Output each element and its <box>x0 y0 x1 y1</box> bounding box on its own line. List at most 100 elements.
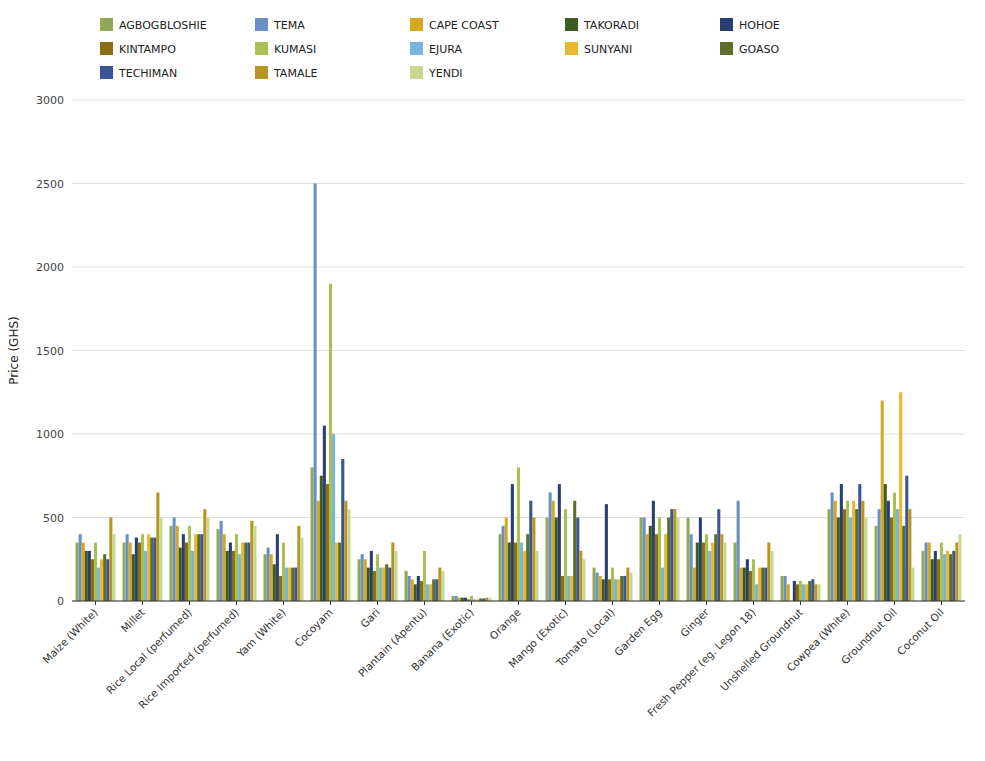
bar <box>270 554 273 601</box>
x-tick <box>142 601 143 605</box>
bar <box>132 554 135 601</box>
grid-line <box>72 100 965 101</box>
bar <box>796 584 799 601</box>
bar <box>890 518 893 602</box>
legend-swatch <box>410 18 423 31</box>
legend-label: HOHOE <box>739 19 780 32</box>
bar <box>297 526 300 601</box>
bar <box>652 501 655 601</box>
bar <box>502 526 505 601</box>
bar <box>461 598 464 601</box>
bar <box>217 529 220 601</box>
bar <box>896 509 899 601</box>
legend-swatch <box>565 42 578 55</box>
bar <box>958 534 961 601</box>
bar <box>364 559 367 601</box>
bar <box>200 534 203 601</box>
bar <box>855 509 858 601</box>
bar <box>250 521 253 601</box>
bar <box>655 534 658 601</box>
bar <box>376 554 379 601</box>
x-tick <box>95 601 96 605</box>
bar <box>179 548 182 601</box>
x-tick-label: Garden Egg <box>612 606 664 658</box>
bar <box>626 568 629 601</box>
bar <box>949 554 952 601</box>
bar <box>708 551 711 601</box>
y-tick-label: 1000 <box>36 428 64 441</box>
bar <box>602 579 605 601</box>
bar <box>749 571 752 601</box>
x-tick-label: Cowpea (White) <box>784 606 852 674</box>
legend-label: KUMASI <box>274 43 316 56</box>
y-tick-label: 1500 <box>36 345 64 358</box>
bar <box>197 534 200 601</box>
bar <box>737 501 740 601</box>
bar <box>85 551 88 601</box>
bar <box>828 509 831 601</box>
bar <box>276 534 279 601</box>
x-tick-label: Groundnut Oil <box>838 606 898 666</box>
bar <box>664 534 667 601</box>
bar <box>100 559 103 601</box>
bar <box>734 543 737 601</box>
bar <box>420 581 423 601</box>
bar <box>905 476 908 601</box>
bar <box>629 573 632 601</box>
bar <box>852 501 855 601</box>
x-tick <box>189 601 190 605</box>
x-tick <box>800 601 801 605</box>
x-tick <box>471 601 472 605</box>
x-tick <box>753 601 754 605</box>
bar <box>532 518 535 602</box>
bar <box>646 534 649 601</box>
x-tick <box>659 601 660 605</box>
bar <box>843 509 846 601</box>
bar <box>367 568 370 601</box>
bar <box>170 526 173 601</box>
x-tick <box>565 601 566 605</box>
bar <box>596 573 599 601</box>
bar <box>702 543 705 601</box>
bar <box>153 538 156 601</box>
bar <box>411 579 414 601</box>
bar <box>925 543 928 601</box>
bar <box>955 543 958 601</box>
x-tick <box>847 601 848 605</box>
bar <box>561 576 564 601</box>
legend-swatch <box>255 66 268 79</box>
bar <box>687 518 690 602</box>
bar <box>834 501 837 601</box>
bar <box>579 551 582 601</box>
bar <box>831 492 834 601</box>
grid-line <box>72 183 965 184</box>
bar <box>429 584 432 601</box>
legend-swatch <box>410 66 423 79</box>
bar <box>640 518 643 602</box>
bar <box>943 554 946 601</box>
x-tick-label: Tomato (Local) <box>553 606 617 670</box>
bar <box>173 518 176 602</box>
bar <box>608 579 611 601</box>
bar <box>485 598 488 601</box>
bar <box>103 554 106 601</box>
bar <box>326 484 329 601</box>
bar <box>764 568 767 601</box>
bar <box>517 467 520 601</box>
bar <box>761 568 764 601</box>
bar <box>884 484 887 601</box>
legend-label: CAPE COAST <box>429 19 499 32</box>
bar <box>620 576 623 601</box>
bar <box>206 518 209 602</box>
bar <box>670 509 673 601</box>
bar <box>934 551 937 601</box>
bar <box>899 392 902 601</box>
bar <box>194 534 197 601</box>
bar <box>767 543 770 601</box>
legend-label: TAMALE <box>273 67 318 80</box>
bar <box>241 543 244 601</box>
x-tick-label: Banana (Exotic) <box>409 606 476 673</box>
bar <box>567 576 570 601</box>
bar <box>705 534 708 601</box>
bar <box>849 518 852 602</box>
